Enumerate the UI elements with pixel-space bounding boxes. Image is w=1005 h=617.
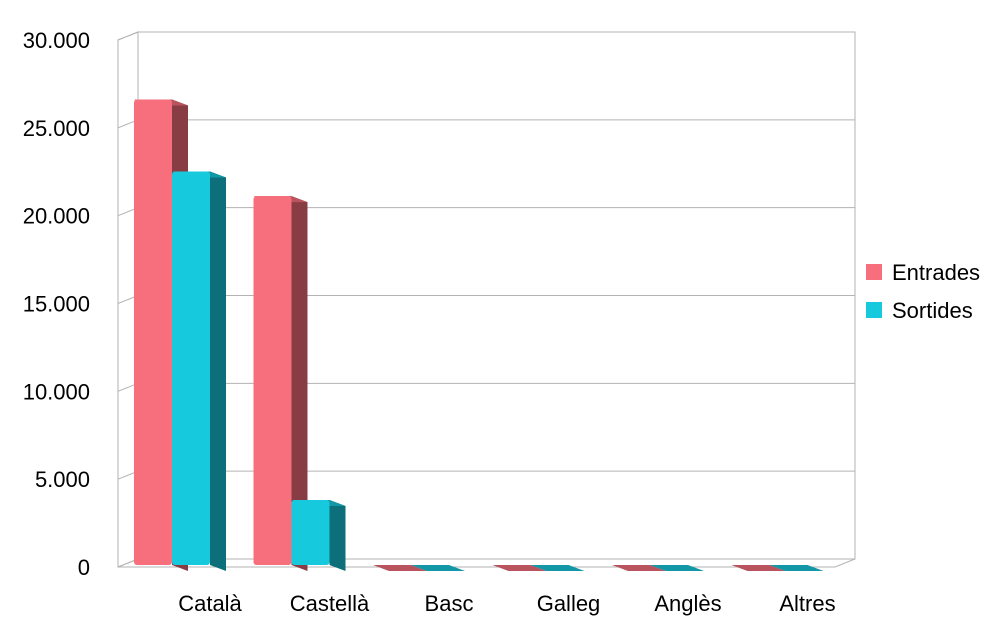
x-tick-label: Altres (779, 591, 835, 616)
bar-front (291, 500, 330, 565)
bar-sortides-1 (291, 500, 346, 571)
bar-top (769, 565, 824, 571)
bar-sortides-3 (530, 565, 585, 571)
bar-entrades-4 (612, 565, 666, 571)
gridlines (117, 31, 855, 568)
chart-walls (117, 31, 856, 568)
bar-entrades-2 (373, 565, 427, 571)
bar-top (612, 565, 666, 571)
x-tick-label: Galleg (537, 591, 601, 616)
bar-sortides-0 (172, 171, 226, 572)
bar-top (731, 565, 786, 571)
bar-sortides-4 (650, 565, 704, 571)
y-tick-label: 0 (78, 555, 90, 580)
x-tick-label: Anglès (654, 591, 721, 616)
x-tick-label: Castellà (290, 591, 370, 616)
bar-top (530, 565, 585, 571)
bar-top (492, 565, 547, 571)
bar-top (373, 565, 427, 571)
y-tick-label: 20.000 (23, 204, 90, 229)
y-axis-ticks: 0 5.000 10.000 15.000 20.000 25.000 30.000 (23, 28, 90, 580)
x-axis-ticks: Català Castellà Basc Galleg Anglès Altres (178, 591, 835, 616)
bar-entrades-1 (253, 196, 308, 571)
bar-sortides-5 (769, 565, 824, 571)
bar-side (291, 196, 308, 571)
bar-entrades-3 (492, 565, 547, 571)
side-gridline (117, 31, 139, 41)
bar-front (253, 196, 292, 565)
y-tick-label: 30.000 (23, 28, 90, 53)
bar-side (210, 171, 226, 572)
legend-swatch-sortides (866, 302, 882, 318)
bar-top (411, 565, 465, 571)
bar-side (329, 500, 346, 571)
bar-top (650, 565, 704, 571)
y-tick-label: 5.000 (35, 467, 90, 492)
bar-sortides-2 (411, 565, 465, 571)
x-tick-label: Català (178, 591, 242, 616)
bars (134, 99, 824, 572)
y-tick-label: 25.000 (23, 116, 90, 141)
bar-front (134, 99, 172, 565)
x-tick-label: Basc (425, 591, 474, 616)
legend-swatch-entrades (866, 264, 882, 280)
y-tick-label: 15.000 (23, 292, 90, 317)
legend: Entrades Sortides (866, 260, 980, 323)
bar-front (172, 171, 210, 566)
legend-label-sortides: Sortides (892, 298, 973, 323)
bar-entrades-5 (731, 565, 786, 571)
legend-label-entrades: Entrades (892, 260, 980, 285)
y-tick-label: 10.000 (23, 379, 90, 404)
